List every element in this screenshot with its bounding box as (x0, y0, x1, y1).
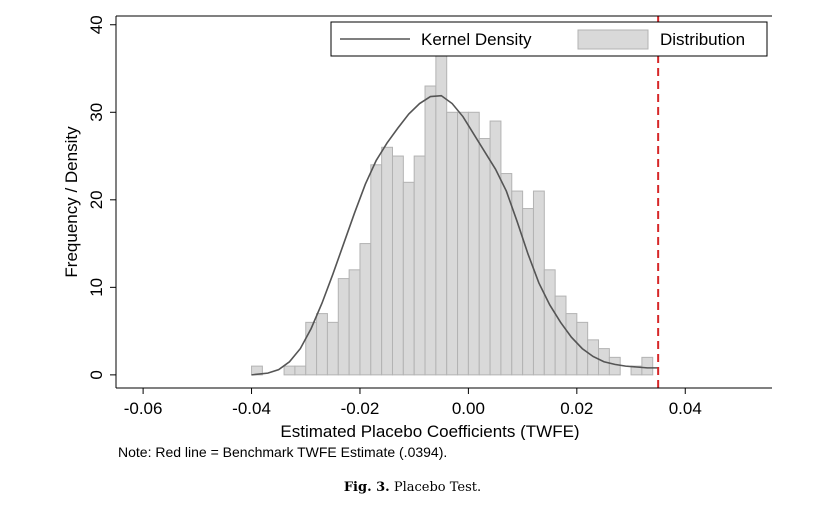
y-axis-label: Frequency / Density (62, 126, 81, 278)
legend-kernel-density-label: Kernel Density (421, 30, 532, 49)
chart-note: Note: Red line = Benchmark TWFE Estimate… (118, 444, 448, 460)
histogram-bar (457, 111, 469, 376)
chart: -0.06 -0.04 -0.02 0.00 0.02 0.04 0 10 20 30 40 Es… (62, 15, 772, 440)
x-tick-label: -0.04 (232, 399, 271, 418)
legend-distribution-label: Distribution (660, 30, 745, 49)
histogram-bar (283, 365, 296, 376)
histogram-bar (424, 85, 437, 376)
histogram-bar (381, 146, 393, 376)
y-axis-ticks: 0 10 20 30 40 (87, 15, 116, 380)
histogram-bar (467, 111, 480, 376)
y-tick-label: 40 (87, 15, 106, 34)
histogram-bar (359, 243, 372, 376)
y-tick-label: 20 (87, 190, 106, 209)
histogram-bar (391, 155, 404, 376)
x-tick-label: -0.06 (124, 399, 163, 418)
figure-caption: Fig. 3. Placebo Test. (0, 480, 825, 495)
histogram-bar (326, 321, 339, 376)
x-axis-ticks: -0.06 -0.04 -0.02 0.00 0.02 0.04 (124, 388, 702, 418)
x-axis-label: Estimated Placebo Coefficients (TWFE) (280, 422, 579, 440)
histogram-bar (413, 155, 426, 376)
y-tick-label: 10 (87, 278, 106, 297)
histogram-bar (511, 190, 524, 376)
histogram-bar (608, 356, 621, 376)
x-tick-label: -0.02 (341, 399, 380, 418)
histogram-bar (641, 356, 654, 376)
histogram-bar (543, 269, 556, 376)
kernel-density-line (251, 94, 659, 376)
histogram-bar (348, 269, 361, 376)
legend-distribution-key (577, 29, 649, 50)
histogram-bar (489, 120, 502, 376)
histogram-bar (565, 313, 578, 376)
histogram-bar (294, 365, 307, 376)
figure-title: Placebo Test. (393, 480, 482, 495)
histogram-bar (554, 295, 567, 376)
y-tick-label: 30 (87, 103, 106, 122)
histogram-bar (337, 278, 350, 376)
x-tick-label: 0.00 (452, 399, 485, 418)
legend: Kernel Density Distribution (330, 21, 768, 57)
histogram-bar (522, 208, 534, 376)
histogram-bar (370, 164, 383, 376)
histogram-bar (316, 313, 328, 376)
histogram-bar (435, 50, 448, 376)
histogram-bar (478, 138, 491, 376)
histogram-bar (305, 321, 318, 376)
x-tick-label: 0.04 (669, 399, 702, 418)
figure-label: Fig. 3. (343, 480, 390, 495)
histogram-bar (446, 111, 459, 376)
x-tick-label: 0.02 (560, 399, 593, 418)
histogram-bar (402, 181, 415, 376)
y-tick-label: 0 (87, 370, 106, 379)
